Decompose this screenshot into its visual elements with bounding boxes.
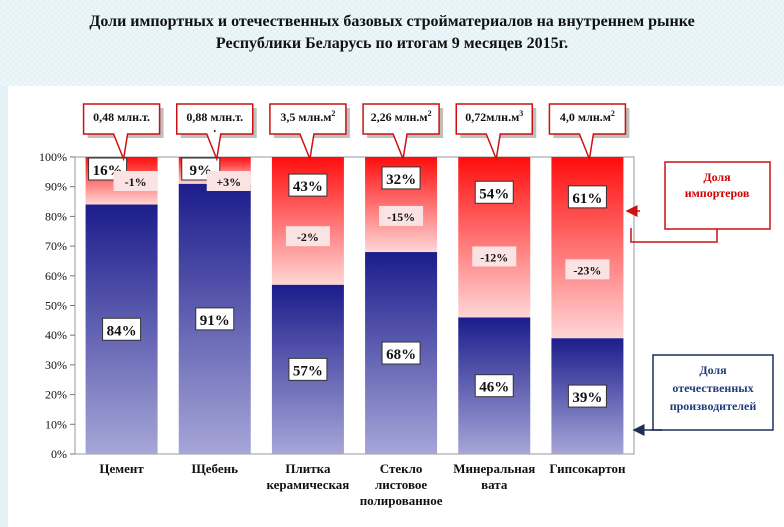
title-line-2: Республики Беларусь по итогам 9 месяцев … — [215, 35, 569, 52]
domestic-share-label: 46% — [479, 380, 509, 396]
volume-callout — [269, 103, 347, 162]
y-tick-label: 20% — [45, 388, 67, 402]
chart-title: Доли импортных и отечественных базовых с… — [0, 11, 784, 55]
header-background — [0, 0, 784, 86]
legend-import-box — [664, 161, 771, 230]
y-tick-label: 80% — [45, 209, 67, 223]
import-share-box — [567, 185, 607, 209]
volume-label-extra: . — [213, 121, 216, 135]
y-tick-label: 10% — [45, 417, 67, 431]
volume-callout — [176, 103, 254, 162]
x-category-label: Гипсокартон — [549, 461, 626, 476]
x-category-label: Плитка керамическая — [266, 461, 349, 492]
legend-domestic-label: Доля отечественных производителей — [670, 363, 757, 413]
y-tick-label: 30% — [45, 358, 67, 372]
volume-label: 2,26 млн.м2 — [371, 109, 432, 124]
import-share-label: 61% — [572, 191, 602, 207]
change-box — [206, 171, 251, 191]
volume-callout — [362, 103, 440, 162]
legend-import-connector — [630, 228, 718, 243]
change-label: -2% — [297, 230, 319, 244]
change-box — [113, 171, 158, 191]
y-tick-label: 50% — [45, 299, 67, 313]
volume-label: 3,5 млн.м2 — [280, 109, 335, 124]
y-tick-label: 0% — [51, 447, 67, 461]
domestic-share-label: 57% — [293, 363, 323, 379]
volume-label: 0,48 млн.т. — [93, 110, 150, 124]
import-share-label: 32% — [386, 172, 416, 188]
import-share-label: 9% — [190, 163, 213, 179]
change-box — [565, 259, 610, 280]
domestic-share-box — [474, 374, 514, 398]
x-category-label: Стекло листовое полированное — [360, 461, 443, 508]
import-share-label: 54% — [479, 186, 509, 202]
plot-area — [74, 156, 635, 455]
y-tick-label: 90% — [45, 180, 67, 194]
volume-callout — [455, 103, 533, 162]
change-label: -15% — [387, 210, 415, 224]
domestic-share-box — [195, 307, 235, 331]
import-share-label: 43% — [293, 179, 323, 195]
y-tick-label: 100% — [39, 150, 67, 164]
domestic-share-label: 68% — [386, 347, 416, 363]
y-tick-label: 60% — [45, 269, 67, 283]
domestic-share-box — [381, 341, 421, 365]
y-tick-label: 40% — [45, 328, 67, 342]
change-label: +3% — [216, 175, 241, 189]
domestic-share-label: 39% — [572, 390, 602, 406]
change-label: -1% — [125, 175, 147, 189]
title-line-1: Доли импортных и отечественных базовых с… — [89, 13, 695, 30]
domestic-share-label: 84% — [107, 323, 137, 339]
x-category-label: Щебень — [191, 461, 238, 476]
change-label: -23% — [573, 263, 601, 277]
volume-label: 0,72млн.м3 — [465, 109, 523, 124]
change-box — [379, 205, 424, 226]
import-share-box — [474, 180, 514, 204]
import-share-box — [381, 166, 421, 190]
volume-callout — [548, 103, 627, 162]
domestic-share-box — [102, 317, 142, 341]
volume-label: 4,0 млн.м2 — [560, 109, 615, 124]
change-label: -12% — [480, 250, 508, 264]
bar-import — [551, 157, 624, 339]
import-share-box — [288, 173, 328, 197]
domestic-share-box — [567, 384, 607, 408]
y-tick-label: 70% — [45, 239, 67, 253]
x-category-label: Цемент — [99, 461, 144, 476]
x-category-label: Минеральная вата — [453, 461, 535, 492]
domestic-share-box — [288, 357, 328, 381]
legend-domestic-box — [652, 354, 774, 431]
domestic-share-label: 91% — [200, 313, 230, 329]
volume-callout — [82, 103, 161, 162]
volume-label: 0,88 млн.т. — [186, 110, 243, 124]
change-box — [285, 226, 330, 247]
legend-import-label: Доля импортеров — [685, 170, 750, 200]
change-box — [472, 246, 517, 267]
legend-domestic-connector — [651, 429, 662, 431]
